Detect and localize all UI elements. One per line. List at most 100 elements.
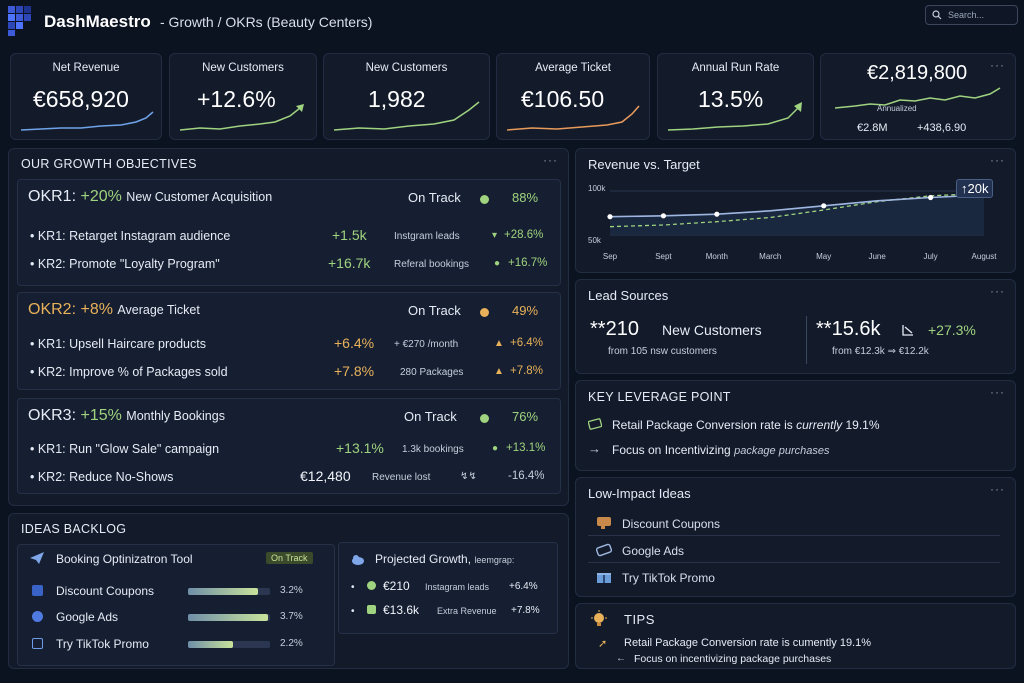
okr-heading: OKR2: +8% Average Ticket — [28, 301, 200, 319]
more-options-icon[interactable]: ··· — [543, 153, 558, 167]
kr-label: • KR2: Improve % of Packages sold — [30, 365, 228, 379]
growth-objectives-panel: OUR GROWTH OBJECTIVES ··· OKR1: +20% New… — [8, 148, 569, 506]
y-tick-label: 50k — [588, 236, 602, 245]
money-icon — [588, 418, 602, 430]
low-impact-label: Try TikTok Promo — [622, 571, 715, 585]
ad-tag-icon — [596, 543, 612, 557]
more-options-icon[interactable]: ··· — [990, 482, 1005, 496]
lead-right-value: **15.6k — [816, 318, 881, 340]
chart-down-icon — [902, 325, 913, 336]
okr-card-3[interactable]: OKR3: +15% Monthly Bookings On Track 76%… — [17, 398, 561, 494]
tip-line-2: Focus on incentivizing package purchases — [634, 653, 832, 665]
target-badge: ↑20k — [956, 179, 994, 198]
kpi-card-new-customers-pct[interactable]: New Customers +12.6% — [169, 53, 317, 140]
kpi-card-new-customers-count[interactable]: New Customers 1,982 — [323, 53, 490, 140]
annualized-right: +438,6.90 — [917, 122, 967, 134]
backlog-item[interactable]: Google Ads 3.7% — [18, 607, 336, 629]
more-options-icon[interactable]: ··· — [990, 153, 1005, 167]
kpi-value: 1,982 — [368, 86, 426, 112]
low-impact-ideas-panel: Low-Impact Ideas ··· Discount Coupons Go… — [575, 477, 1016, 597]
paper-plane-icon — [30, 552, 44, 564]
revenue-point[interactable] — [607, 214, 613, 220]
kpi-card-annual-run-rate[interactable]: Annual Run Rate 13.5% — [657, 53, 814, 140]
backlog-item[interactable]: Try TikTok Promo 2.2% — [18, 634, 336, 656]
ideas-backlog-panel: IDEAS BACKLOG Booking Optinizatron Tool … — [8, 513, 569, 669]
okr-heading: OKR3: +15% Monthly Bookings — [28, 407, 225, 425]
search-input[interactable]: Search... — [925, 5, 1018, 25]
backlog-item-label: Google Ads — [56, 610, 119, 624]
okr-progress: 49% — [512, 303, 539, 318]
panel-title: TIPS — [624, 612, 655, 627]
revenue-series-line — [609, 194, 985, 218]
dashmaestro-logo — [8, 6, 31, 36]
document-icon — [367, 605, 376, 614]
kr-label: • KR2: Promote "Loyalty Program" — [30, 257, 220, 271]
kr-meta: Instgram leads — [394, 231, 460, 242]
sparkline — [835, 87, 1001, 109]
tips-panel: TIPS ➚ Retail Package Conversion rate is… — [575, 603, 1016, 669]
leverage-line-1c: 19.1% — [845, 418, 880, 432]
backlog-item-pct: 3.7% — [280, 611, 303, 622]
revenue-point[interactable] — [714, 211, 720, 217]
panel-title: Revenue vs. Target — [588, 157, 700, 172]
trend-down-icon: ▾ — [492, 230, 498, 241]
projected-value: €13.6k — [383, 603, 420, 617]
search-icon — [932, 10, 942, 20]
kpi-value: 13.5% — [698, 86, 764, 112]
panel-title: Lead Sources — [588, 288, 669, 303]
bullet: • — [351, 582, 355, 593]
kpi-title: Average Ticket — [535, 62, 611, 74]
okr-card-2[interactable]: OKR2: +8% Average Ticket On Track 49% • … — [17, 292, 561, 390]
brand-name[interactable]: DashMaestro — [44, 12, 151, 31]
leverage-line-1: Retail Package Conversion rate is curren… — [612, 418, 880, 432]
kr-meta: 280 Packages — [400, 367, 464, 378]
kr-change: +13.1% — [506, 442, 546, 454]
arrow-right-icon: → — [588, 441, 601, 456]
x-tick-label: Sept — [655, 252, 672, 261]
panel-title: OUR GROWTH OBJECTIVES — [21, 157, 197, 171]
kr-label: • KR1: Upsell Haircare products — [30, 337, 206, 351]
projected-growth-card[interactable]: Projected Growth, leemgrap: • €210 Insta… — [338, 542, 558, 634]
annualized-revenue-card[interactable]: ··· €2,819,800 Annualized €2.8M +438,6.9… — [820, 53, 1016, 140]
x-tick-label: May — [816, 252, 831, 261]
sparkline — [507, 105, 640, 131]
google-icon — [32, 611, 43, 622]
low-impact-item[interactable]: Google Ads — [588, 538, 1000, 563]
tool-name: Booking Optinizatron Tool — [56, 552, 193, 566]
kr-change: +28.6% — [504, 229, 544, 241]
backlog-item-pct: 2.2% — [280, 638, 303, 649]
panel-title: Low-Impact Ideas — [588, 486, 691, 501]
okr-name: OKR2: — [28, 301, 77, 318]
more-options-icon[interactable]: ··· — [990, 385, 1005, 399]
kpi-card-average-ticket[interactable]: Average Ticket €106.50 — [496, 53, 650, 140]
okr-card-1[interactable]: OKR1: +20% New Customer Acquisition On T… — [17, 179, 561, 286]
sparkline — [668, 102, 802, 131]
revenue-point[interactable] — [660, 213, 667, 219]
kr-meta: Revenue lost — [372, 472, 431, 483]
revenue-point[interactable] — [927, 194, 934, 201]
backlog-item-label: Discount Coupons — [56, 584, 155, 598]
progress-fill — [188, 614, 268, 621]
kr-value: €12,480 — [300, 468, 351, 484]
okr-heading: OKR1: +20% New Customer Acquisition — [28, 188, 272, 206]
leverage-line-2b: package purchases — [734, 445, 830, 457]
projected-title-suffix: leemgrap: — [474, 555, 515, 565]
x-tick-label: March — [759, 252, 781, 261]
okr-status: On Track — [408, 190, 461, 205]
more-options-icon[interactable]: ··· — [990, 58, 1005, 72]
revenue-point[interactable] — [821, 203, 827, 209]
more-options-icon[interactable]: ··· — [990, 284, 1005, 298]
low-impact-item[interactable]: Discount Coupons — [588, 511, 1000, 536]
okr-name: OKR1: — [28, 188, 77, 205]
breadcrumb: - Growth / OKRs (Beauty Centers) — [160, 14, 373, 30]
kr-change: +7.8% — [510, 365, 543, 377]
backlog-item[interactable]: Discount Coupons 3.2% — [18, 581, 336, 603]
okr-description: Average Ticket — [117, 303, 200, 317]
kpi-card-net-revenue[interactable]: Net Revenue €658,920 — [10, 53, 162, 140]
status-dot-icon: ● — [492, 443, 499, 454]
kr-value: +6.4% — [334, 335, 375, 351]
progress-bar — [188, 614, 270, 621]
coupon-icon — [32, 585, 43, 596]
low-impact-item[interactable]: Try TikTok Promo — [588, 565, 1000, 590]
